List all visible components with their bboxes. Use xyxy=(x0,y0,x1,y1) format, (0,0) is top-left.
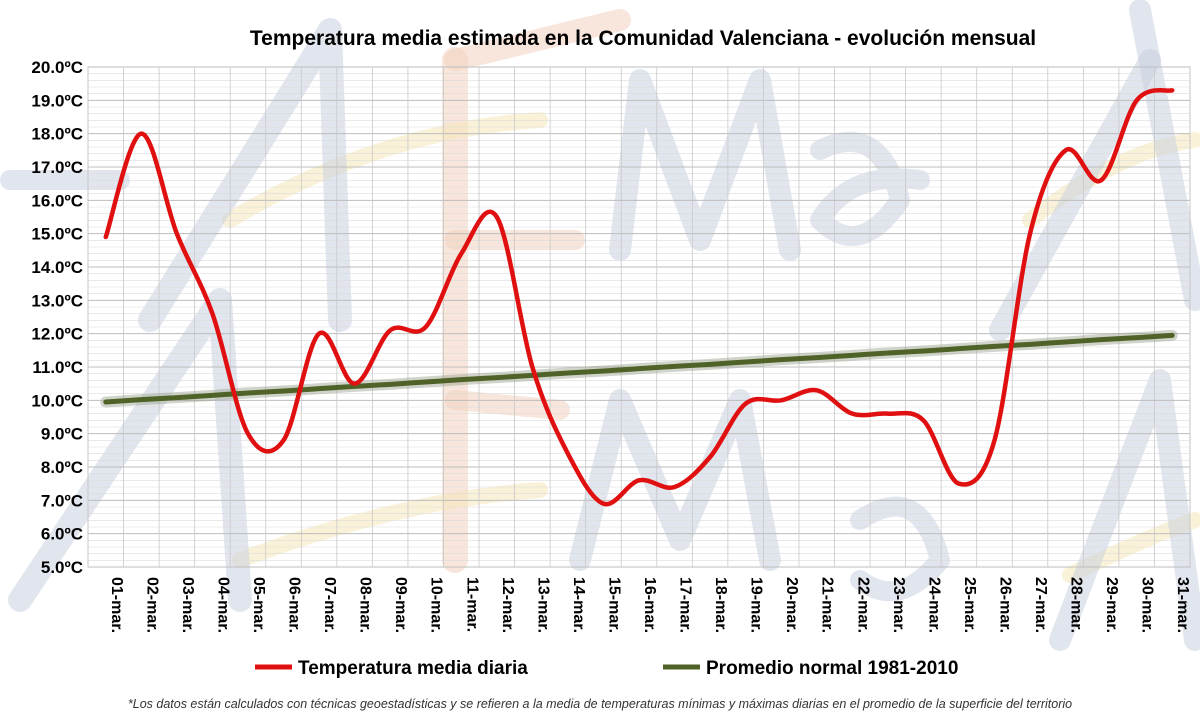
x-tick-label: 16-mar. xyxy=(641,577,658,633)
y-tick-label: 11.0ºC xyxy=(32,358,83,377)
x-tick-label: 31-mar. xyxy=(1174,577,1191,633)
chart-title: Temperatura media estimada en la Comunid… xyxy=(250,27,1036,50)
x-tick-label: 22-mar. xyxy=(854,577,871,633)
x-tick-label: 06-mar. xyxy=(286,577,303,633)
x-tick-label: 23-mar. xyxy=(890,577,907,633)
y-axis-ticks: 5.0ºC 6.0ºC 7.0ºC 8.0ºC 9.0ºC 10.0ºC 11.0ºC 12.… xyxy=(31,58,83,577)
x-tick-label: 18-mar. xyxy=(712,577,729,633)
x-tick-label: 12-mar. xyxy=(499,577,516,633)
x-tick-label: 05-mar. xyxy=(250,577,267,633)
x-tick-label: 09-mar. xyxy=(392,577,409,633)
x-tick-label: 29-mar. xyxy=(1103,577,1120,633)
y-tick-label: 8.0ºC xyxy=(41,458,83,477)
y-tick-label: 18.0ºC xyxy=(31,125,83,144)
x-tick-label: 25-mar. xyxy=(961,577,978,633)
y-tick-label: 5.0ºC xyxy=(41,558,83,577)
y-tick-label: 9.0ºC xyxy=(41,425,83,444)
footnote: *Los datos están calculados con técnicas… xyxy=(128,697,1072,711)
x-tick-label: 13-mar. xyxy=(534,577,551,633)
x-tick-label: 19-mar. xyxy=(748,577,765,633)
x-tick-label: 07-mar. xyxy=(321,577,338,633)
x-tick-label: 08-mar. xyxy=(357,577,374,633)
y-tick-label: 16.0ºC xyxy=(31,191,83,210)
x-tick-label: 11-mar. xyxy=(463,577,480,632)
y-tick-label: 17.0ºC xyxy=(31,158,83,177)
y-tick-label: 10.0ºC xyxy=(31,391,83,410)
x-tick-label: 24-mar. xyxy=(925,577,942,633)
x-tick-label: 20-mar. xyxy=(783,577,800,633)
y-tick-label: 19.0ºC xyxy=(31,91,83,110)
x-tick-label: 15-mar. xyxy=(605,577,622,633)
x-tick-label: 26-mar. xyxy=(996,577,1013,633)
y-tick-label: 7.0ºC xyxy=(41,491,83,510)
x-tick-label: 03-mar. xyxy=(179,577,196,633)
x-tick-label: 28-mar. xyxy=(1068,577,1085,633)
x-tick-label: 17-mar. xyxy=(677,577,694,633)
y-tick-label: 6.0ºC xyxy=(41,525,83,544)
legend: Temperatura media diaria Promedio normal… xyxy=(255,658,958,679)
y-tick-label: 20.0ºC xyxy=(31,58,83,77)
aemet-watermark xyxy=(0,0,1200,651)
legend-label-promedio-normal: Promedio normal 1981-2010 xyxy=(706,658,958,679)
x-tick-label: 01-mar. xyxy=(108,577,125,633)
x-tick-label: 27-mar. xyxy=(1032,577,1049,633)
series-line-promedio-normal-1981-2010 xyxy=(103,332,1175,405)
x-tick-label: 30-mar. xyxy=(1139,577,1156,633)
y-tick-label: 12.0ºC xyxy=(31,325,83,344)
gridlines xyxy=(87,66,1191,568)
x-tick-label: 02-mar. xyxy=(143,577,160,633)
x-axis-ticks: 01-mar. 02-mar. 03-mar. 04-mar. 05-mar. 06-ma… xyxy=(108,577,1191,633)
series-layer xyxy=(100,88,1178,507)
y-tick-label: 13.0ºC xyxy=(31,291,83,310)
legend-label-temperatura-media-diaria: Temperatura media diaria xyxy=(298,658,528,679)
y-tick-label: 14.0ºC xyxy=(31,258,83,277)
series-line-temperatura-media-diaria xyxy=(103,88,1175,507)
x-tick-label: 10-mar. xyxy=(428,577,445,633)
x-tick-label: 14-mar. xyxy=(570,577,587,633)
x-tick-label: 04-mar. xyxy=(214,577,231,633)
x-tick-label: 21-mar. xyxy=(819,577,836,633)
y-tick-label: 15.0ºC xyxy=(31,225,83,244)
